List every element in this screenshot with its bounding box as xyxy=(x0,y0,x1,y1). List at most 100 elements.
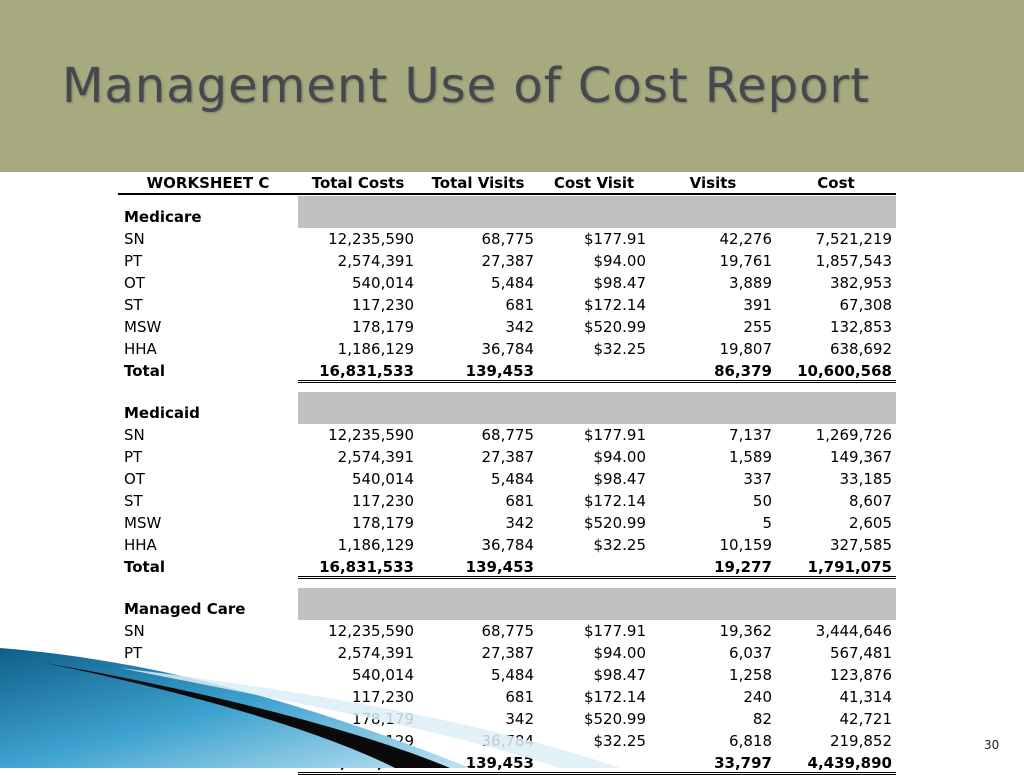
table-row: OT 540,014 5,484 $98.47 3,889 382,953 xyxy=(118,272,896,294)
cell-total-visits: 68,775 xyxy=(481,426,535,444)
table-row: MSW 178,179 342 $520.99 5 2,605 xyxy=(118,512,896,534)
cell-cost: 132,853 xyxy=(829,318,892,336)
cell-cost: 67,308 xyxy=(839,296,893,314)
section-header-fill xyxy=(298,196,896,228)
section-title: Medicare xyxy=(124,208,202,226)
cell-total-costs: 12,235,590 xyxy=(328,622,414,640)
cell-cost: 219,852 xyxy=(829,732,892,750)
cell-label: ST xyxy=(124,296,143,314)
header-worksheet: WORKSHEET C xyxy=(146,174,270,192)
cell-visits: 337 xyxy=(743,470,772,488)
cell-label: ST xyxy=(124,492,143,510)
cell-total-visits: 36,784 xyxy=(481,536,535,554)
section-header-fill xyxy=(298,588,896,620)
cell-visits: 82 xyxy=(752,710,772,728)
cell-total-visits: 68,775 xyxy=(481,230,535,248)
cell-label: MSW xyxy=(124,318,162,336)
slide-title: Management Use of Cost Report xyxy=(62,58,870,114)
cell-cost-visit: $98.47 xyxy=(593,666,647,684)
cell-label: HHA xyxy=(124,340,157,358)
cell-cost-visit: $172.14 xyxy=(583,688,646,706)
cell-cost-visit: $177.91 xyxy=(583,622,646,640)
cell-visits: 3,889 xyxy=(729,274,772,292)
cell-total-visits: 36,784 xyxy=(481,340,535,358)
cell-total-costs: 2,574,391 xyxy=(337,448,414,466)
cell-visits: 19,362 xyxy=(719,622,773,640)
total-label: Total xyxy=(124,558,165,576)
cell-total-visits: 342 xyxy=(505,710,534,728)
table-row: HHA 1,186,129 36,784 $32.25 10,159 327,585 xyxy=(118,534,896,556)
cell-visits: 391 xyxy=(743,296,772,314)
table-row: HHA 1,186,129 36,784 $32.25 19,807 638,692 xyxy=(118,338,896,360)
cell-cost: 7,521,219 xyxy=(815,230,892,248)
cell-cost-visit: $172.14 xyxy=(583,492,646,510)
section-header-fill xyxy=(298,392,896,424)
cell-visits: 50 xyxy=(752,492,772,510)
cell-label: PT xyxy=(124,644,143,662)
cell-total-visits: 681 xyxy=(505,296,534,314)
total-total-costs: 16,831,533 xyxy=(319,558,414,576)
cell-total-visits: 681 xyxy=(505,492,534,510)
cell-visits: 19,807 xyxy=(719,340,773,358)
swoosh-light-stroke xyxy=(120,668,620,768)
cell-label: SN xyxy=(124,426,145,444)
cell-visits: 6,037 xyxy=(729,644,772,662)
cell-cost-visit: $98.47 xyxy=(593,274,647,292)
cell-cost: 41,314 xyxy=(839,688,893,706)
cell-cost: 8,607 xyxy=(849,492,892,510)
total-row: Total 16,831,533 139,453 86,379 10,600,568 xyxy=(118,360,896,382)
cell-cost: 1,269,726 xyxy=(815,426,892,444)
table-row: PT 2,574,391 27,387 $94.00 1,589 149,367 xyxy=(118,446,896,468)
cell-total-costs: 12,235,590 xyxy=(328,230,414,248)
cell-label: OT xyxy=(124,274,145,292)
cell-cost: 33,185 xyxy=(839,470,893,488)
cell-visits: 42,276 xyxy=(719,230,773,248)
cell-visits: 240 xyxy=(743,688,772,706)
cell-total-costs: 540,014 xyxy=(351,470,414,488)
table-row: SN 12,235,590 68,775 $177.91 19,362 3,444,646 xyxy=(118,620,896,642)
cell-total-costs: 1,186,129 xyxy=(337,340,414,358)
table-row: PT 2,574,391 27,387 $94.00 6,037 567,481 xyxy=(118,642,896,664)
total-total-costs: 16,831,533 xyxy=(319,362,414,380)
cell-cost-visit: $520.99 xyxy=(583,514,646,532)
total-cost: 1,791,075 xyxy=(807,558,892,576)
header-cost-visit: Cost Visit xyxy=(553,174,635,192)
cell-cost: 123,876 xyxy=(829,666,892,684)
header-total-visits: Total Visits xyxy=(431,174,525,192)
cell-label: HHA xyxy=(124,536,157,554)
page-number: 30 xyxy=(984,738,1000,752)
table-row: ST 117,230 681 $172.14 50 8,607 xyxy=(118,490,896,512)
cell-total-costs: 178,179 xyxy=(351,514,414,532)
section-title: Managed Care xyxy=(124,600,246,618)
table-row: OT 540,014 5,484 $98.47 337 33,185 xyxy=(118,468,896,490)
header-total-costs: Total Costs xyxy=(311,174,405,192)
cell-total-visits: 5,484 xyxy=(491,470,534,488)
table-row: MSW 178,179 342 $520.99 255 132,853 xyxy=(118,316,896,338)
cell-total-visits: 342 xyxy=(505,514,534,532)
cell-cost-visit: $520.99 xyxy=(583,710,646,728)
table-row: ST 117,230 681 $172.14 391 67,308 xyxy=(118,294,896,316)
cell-cost-visit: $32.25 xyxy=(593,732,647,750)
table-row: SN 12,235,590 68,775 $177.91 7,137 1,269,726 xyxy=(118,424,896,446)
cell-label: SN xyxy=(124,622,145,640)
total-cost: 10,600,568 xyxy=(797,362,892,380)
cell-total-costs: 2,574,391 xyxy=(337,252,414,270)
cell-cost: 638,692 xyxy=(829,340,892,358)
cell-total-visits: 27,387 xyxy=(481,448,535,466)
cell-total-costs: 1,186,129 xyxy=(337,536,414,554)
cell-cost-visit: $94.00 xyxy=(593,644,647,662)
cell-total-visits: 68,775 xyxy=(481,622,535,640)
total-visits: 86,379 xyxy=(714,362,772,380)
cell-total-visits: 27,387 xyxy=(481,252,535,270)
cell-cost: 42,721 xyxy=(839,710,893,728)
cell-cost: 3,444,646 xyxy=(815,622,892,640)
cell-total-visits: 5,484 xyxy=(491,666,534,684)
cell-cost: 2,605 xyxy=(849,514,892,532)
cell-cost-visit: $32.25 xyxy=(593,536,647,554)
total-row: Total 16,831,533 139,453 19,277 1,791,075 xyxy=(118,556,896,578)
total-label: Total xyxy=(124,362,165,380)
swoosh-black-stroke xyxy=(40,662,450,768)
cell-visits: 19,761 xyxy=(719,252,773,270)
title-banner xyxy=(0,0,1024,172)
